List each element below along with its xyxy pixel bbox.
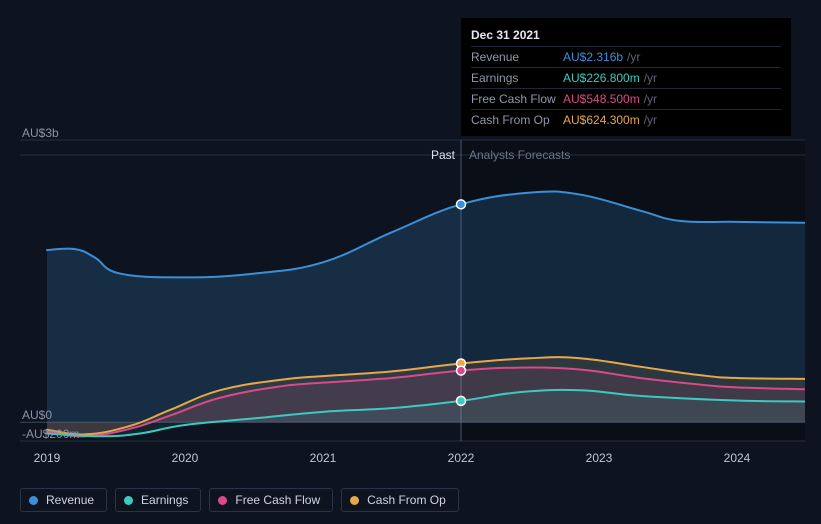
legend-label: Revenue — [46, 493, 94, 507]
legend-dot-icon — [124, 496, 133, 505]
tooltip-metric-value: AU$2.316b — [563, 50, 623, 64]
legend-dot-icon — [350, 496, 359, 505]
x-axis-label: 2021 — [310, 451, 337, 465]
legend: Revenue Earnings Free Cash Flow Cash From O… — [20, 488, 459, 512]
tooltip-metric-value: AU$226.800m — [563, 71, 640, 85]
tooltip-unit: /yr — [644, 92, 657, 106]
x-axis-label: 2023 — [586, 451, 613, 465]
tooltip-unit: /yr — [644, 113, 657, 127]
tooltip-metric-value: AU$624.300m — [563, 113, 640, 127]
tooltip-metric-label: Free Cash Flow — [471, 92, 563, 106]
y-axis-label: -AU$200m — [22, 427, 79, 441]
legend-dot-icon — [218, 496, 227, 505]
tooltip-unit: /yr — [627, 50, 640, 64]
tooltip-metric-label: Earnings — [471, 71, 563, 85]
tooltip-metric-value: AU$548.500m — [563, 92, 640, 106]
legend-item-fcf[interactable]: Free Cash Flow — [209, 488, 333, 512]
tooltip-row: RevenueAU$2.316b/yr — [471, 46, 781, 67]
legend-item-earnings[interactable]: Earnings — [115, 488, 201, 512]
legend-item-cfo[interactable]: Cash From Op — [341, 488, 459, 512]
y-axis-label: AU$0 — [22, 408, 52, 422]
legend-label: Earnings — [141, 493, 188, 507]
legend-dot-icon — [29, 496, 38, 505]
hover-tooltip: Dec 31 2021 RevenueAU$2.316b/yrEarningsA… — [461, 18, 791, 136]
tooltip-metric-label: Cash From Op — [471, 113, 563, 127]
tooltip-date: Dec 31 2021 — [471, 24, 781, 46]
past-label: Past — [431, 148, 455, 162]
legend-item-revenue[interactable]: Revenue — [20, 488, 107, 512]
x-axis-label: 2024 — [724, 451, 751, 465]
legend-label: Cash From Op — [367, 493, 446, 507]
x-axis-label: 2020 — [172, 451, 199, 465]
x-axis-label: 2019 — [34, 451, 61, 465]
tooltip-unit: /yr — [644, 71, 657, 85]
tooltip-row: Cash From OpAU$624.300m/yr — [471, 109, 781, 130]
tooltip-row: EarningsAU$226.800m/yr — [471, 67, 781, 88]
legend-label: Free Cash Flow — [235, 493, 320, 507]
tooltip-metric-label: Revenue — [471, 50, 563, 64]
y-axis-label: AU$3b — [22, 126, 59, 140]
forecast-label: Analysts Forecasts — [469, 148, 570, 162]
x-axis-label: 2022 — [448, 451, 475, 465]
tooltip-row: Free Cash FlowAU$548.500m/yr — [471, 88, 781, 109]
